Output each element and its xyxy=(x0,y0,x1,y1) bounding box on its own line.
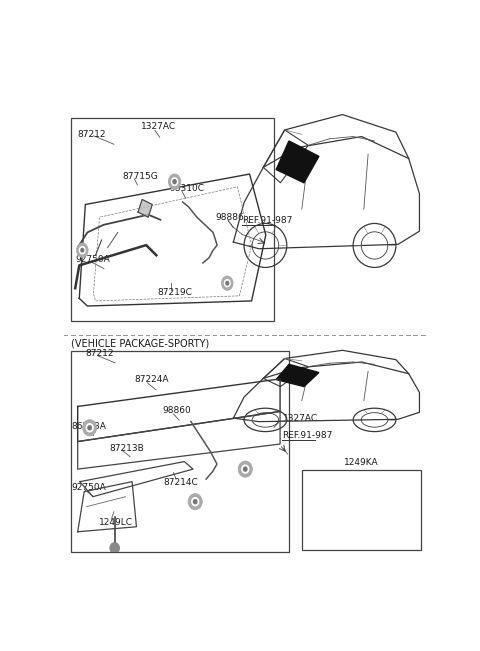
Text: 87715G: 87715G xyxy=(122,172,158,181)
Text: REF.91-987: REF.91-987 xyxy=(282,430,333,439)
Text: 1327AC: 1327AC xyxy=(282,415,318,424)
Text: 98886: 98886 xyxy=(216,213,244,222)
Text: 1327AC: 1327AC xyxy=(141,122,176,132)
Text: REF.91-987: REF.91-987 xyxy=(242,217,293,225)
Text: 86593A: 86593A xyxy=(71,422,106,431)
Text: 1249LC: 1249LC xyxy=(99,518,133,527)
Text: 1249KA: 1249KA xyxy=(344,458,379,467)
Text: 87212: 87212 xyxy=(78,130,107,139)
FancyBboxPatch shape xyxy=(302,470,421,550)
FancyBboxPatch shape xyxy=(71,118,274,321)
Text: 87213B: 87213B xyxy=(109,443,144,452)
Text: 87212: 87212 xyxy=(85,350,114,358)
Text: 87219C: 87219C xyxy=(157,288,192,297)
Text: (VEHICLE PACKAGE-SPORTY): (VEHICLE PACKAGE-SPORTY) xyxy=(71,339,209,349)
FancyBboxPatch shape xyxy=(71,352,289,552)
Text: 92750A: 92750A xyxy=(75,255,109,264)
Text: 98310C: 98310C xyxy=(170,184,205,193)
Text: 92750A: 92750A xyxy=(71,483,106,492)
Text: 87224A: 87224A xyxy=(134,376,169,384)
Text: 87214C: 87214C xyxy=(163,478,198,487)
Text: 98860: 98860 xyxy=(162,406,191,415)
